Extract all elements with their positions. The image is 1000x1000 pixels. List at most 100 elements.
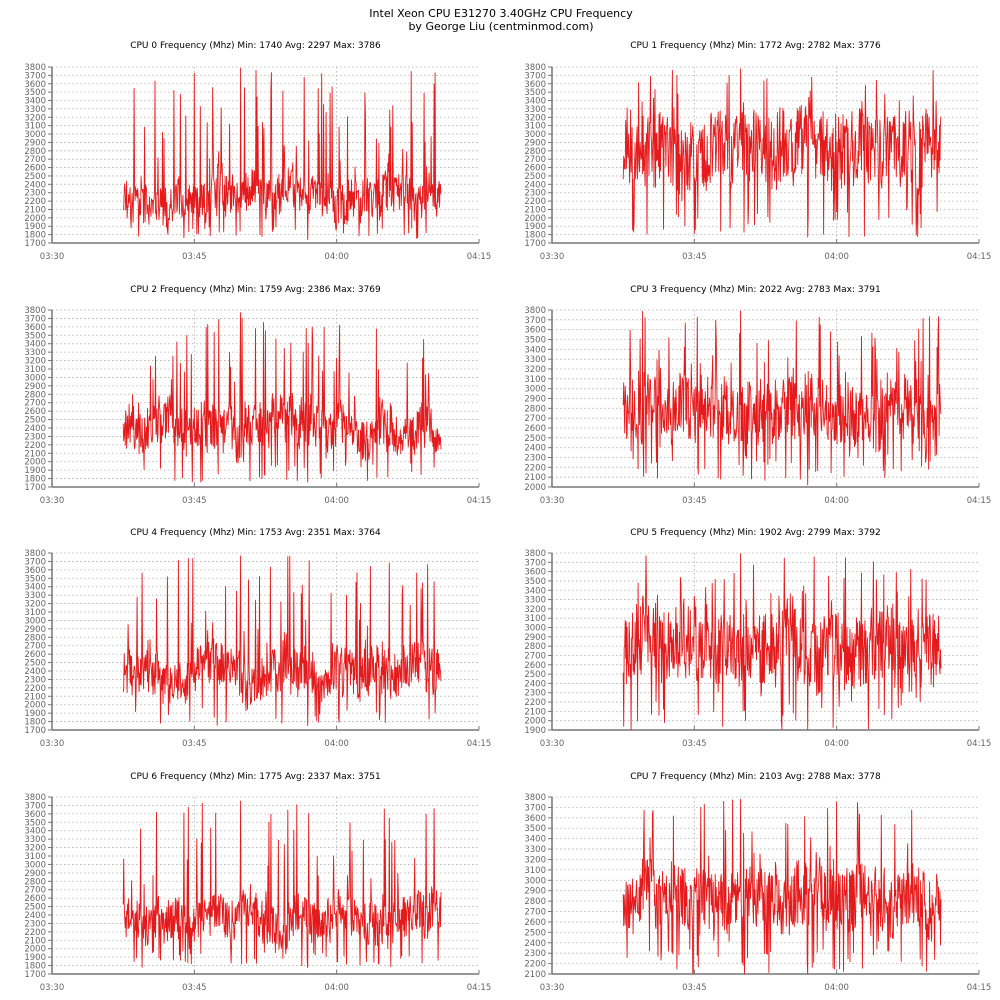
y-tick-label: 1800 [24, 231, 46, 241]
x-tick-label: 04:15 [967, 739, 992, 749]
y-tick-label: 2100 [24, 205, 46, 215]
y-tick-label: 2500 [24, 416, 46, 426]
y-tick-label: 2600 [524, 918, 546, 928]
y-tick-label: 2500 [24, 903, 46, 913]
chart-panel-cpu-1: CPU 1 Frequency (Mhz) Min: 1772 Avg: 278… [524, 41, 991, 262]
y-tick-label: 2800 [24, 147, 46, 157]
y-tick-label: 2200 [524, 698, 546, 708]
y-tick-label: 2900 [524, 395, 546, 405]
x-tick-label: 03:45 [182, 983, 207, 993]
y-tick-label: 2100 [24, 692, 46, 702]
y-tick-label: 2900 [24, 869, 46, 879]
y-tick-label: 1700 [24, 970, 46, 980]
y-tick-label: 2700 [524, 651, 546, 661]
y-tick-label: 2400 [524, 444, 546, 454]
y-tick-label: 2200 [24, 928, 46, 938]
chart-panel-cpu-2: CPU 2 Frequency (Mhz) Min: 1759 Avg: 238… [24, 285, 491, 506]
y-tick-label: 2900 [24, 625, 46, 635]
x-tick-label: 04:15 [467, 496, 492, 506]
y-tick-label: 2300 [524, 689, 546, 699]
y-tick-label: 3600 [524, 814, 546, 824]
y-tick-label: 2700 [24, 886, 46, 896]
y-tick-label: 3200 [524, 605, 546, 615]
y-tick-label: 3500 [24, 574, 46, 584]
y-tick-label: 3500 [524, 577, 546, 587]
panel-title: CPU 6 Frequency (Mhz) Min: 1775 Avg: 233… [130, 772, 381, 782]
x-tick-label: 04:00 [824, 983, 849, 993]
y-tick-label: 3700 [24, 801, 46, 811]
y-tick-label: 3800 [524, 306, 546, 316]
y-tick-label: 2900 [524, 633, 546, 643]
y-tick-label: 2000 [24, 458, 46, 468]
y-tick-label: 3400 [24, 340, 46, 350]
y-tick-label: 2300 [24, 675, 46, 685]
y-tick-label: 1700 [24, 483, 46, 493]
frequency-series-line-cpu-4 [122, 555, 442, 726]
y-tick-label: 2100 [524, 473, 546, 483]
y-tick-label: 3100 [524, 866, 546, 876]
y-tick-label: 2800 [24, 877, 46, 887]
y-tick-label: 3300 [524, 596, 546, 606]
y-tick-label: 2500 [524, 928, 546, 938]
y-tick-label: 3400 [524, 586, 546, 596]
x-tick-label: 03:45 [682, 983, 707, 993]
y-tick-label: 3000 [24, 616, 46, 626]
x-tick-label: 04:00 [824, 496, 849, 506]
frequency-series-line-cpu-0 [122, 67, 442, 241]
y-tick-label: 2600 [24, 164, 46, 174]
y-tick-label: 1800 [524, 231, 546, 241]
frequency-series-line-cpu-1 [622, 68, 942, 238]
y-tick-label: 1900 [24, 953, 46, 963]
y-tick-label: 1800 [24, 718, 46, 728]
y-tick-label: 1700 [24, 239, 46, 249]
y-tick-label: 2500 [524, 434, 546, 444]
y-tick-label: 2700 [524, 414, 546, 424]
y-tick-label: 3700 [24, 557, 46, 567]
y-tick-label: 2100 [24, 936, 46, 946]
x-tick-label: 04:00 [324, 739, 349, 749]
x-tick-label: 04:00 [324, 496, 349, 506]
y-tick-label: 3100 [24, 365, 46, 375]
y-tick-label: 3100 [524, 375, 546, 385]
y-tick-label: 3100 [24, 852, 46, 862]
panel-title: CPU 3 Frequency (Mhz) Min: 2022 Avg: 278… [630, 285, 881, 295]
y-tick-label: 2600 [524, 424, 546, 434]
chart-panel-cpu-3: CPU 3 Frequency (Mhz) Min: 2022 Avg: 278… [524, 285, 991, 506]
figure-subtitle: by George Liu (centminmod.com) [408, 20, 593, 33]
y-tick-label: 3600 [24, 810, 46, 820]
y-tick-label: 2400 [524, 939, 546, 949]
panel-title: CPU 7 Frequency (Mhz) Min: 2103 Avg: 278… [630, 772, 881, 782]
y-tick-label: 3000 [24, 373, 46, 383]
y-tick-label: 3500 [24, 88, 46, 98]
y-tick-label: 3800 [524, 549, 546, 559]
y-tick-label: 1900 [24, 466, 46, 476]
panel-title: CPU 5 Frequency (Mhz) Min: 1902 Avg: 279… [630, 528, 881, 538]
panel-title: CPU 2 Frequency (Mhz) Min: 1759 Avg: 238… [130, 285, 381, 295]
y-tick-label: 2800 [24, 390, 46, 400]
y-tick-label: 2500 [524, 172, 546, 182]
y-tick-label: 1900 [24, 222, 46, 232]
y-tick-label: 3600 [24, 566, 46, 576]
x-tick-label: 03:30 [540, 496, 565, 506]
y-tick-label: 3100 [24, 122, 46, 132]
y-tick-label: 3700 [524, 71, 546, 81]
y-tick-label: 2300 [24, 432, 46, 442]
y-tick-label: 2200 [24, 441, 46, 451]
frequency-series-line-cpu-2 [122, 312, 442, 483]
y-tick-label: 3000 [24, 860, 46, 870]
y-tick-label: 3500 [524, 88, 546, 98]
x-tick-label: 03:30 [540, 252, 565, 262]
y-tick-label: 3300 [24, 105, 46, 115]
y-tick-label: 3300 [24, 591, 46, 601]
y-tick-label: 2000 [24, 945, 46, 955]
y-tick-label: 3200 [24, 357, 46, 367]
y-tick-label: 3600 [524, 326, 546, 336]
y-tick-label: 2700 [24, 399, 46, 409]
y-tick-label: 3300 [524, 105, 546, 115]
chart-panels: CPU 0 Frequency (Mhz) Min: 1740 Avg: 229… [24, 41, 991, 993]
y-tick-label: 2000 [524, 483, 546, 493]
x-tick-label: 03:30 [540, 983, 565, 993]
x-tick-label: 03:45 [682, 252, 707, 262]
y-tick-label: 2400 [24, 911, 46, 921]
y-tick-label: 1700 [24, 726, 46, 736]
